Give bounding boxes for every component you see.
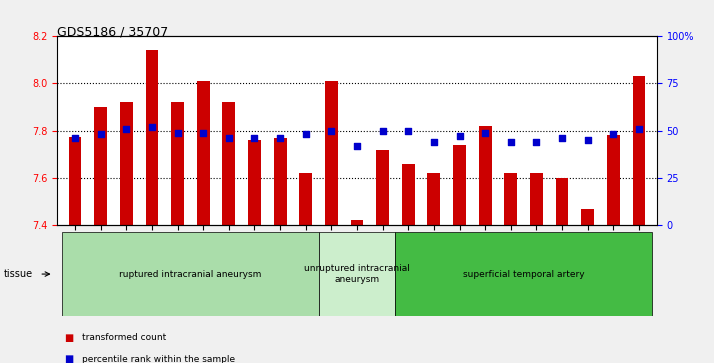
Point — [198, 130, 209, 135]
Text: percentile rank within the sample: percentile rank within the sample — [82, 355, 235, 363]
Text: unruptured intracranial
aneurysm: unruptured intracranial aneurysm — [304, 264, 410, 284]
Point — [172, 130, 183, 135]
Bar — [69, 136, 81, 225]
Point — [248, 135, 260, 141]
Bar — [555, 178, 568, 225]
Point — [403, 128, 414, 134]
Bar — [248, 140, 261, 225]
Bar — [396, 232, 652, 316]
Bar — [273, 138, 286, 225]
Text: ■: ■ — [64, 333, 74, 343]
Point — [633, 126, 645, 132]
Bar — [223, 102, 235, 225]
Bar — [62, 232, 318, 316]
Bar — [479, 126, 491, 225]
Bar — [146, 50, 159, 225]
Text: ruptured intracranial aneurysm: ruptured intracranial aneurysm — [119, 270, 261, 278]
Bar — [402, 164, 415, 225]
Bar — [633, 77, 645, 225]
Point — [223, 135, 235, 141]
Point — [531, 139, 542, 145]
Bar — [318, 232, 396, 316]
Bar — [376, 150, 389, 225]
Bar — [197, 81, 210, 225]
Point — [69, 135, 81, 141]
Bar — [453, 145, 466, 225]
Point — [274, 135, 286, 141]
Point — [300, 131, 311, 137]
Bar — [94, 107, 107, 225]
Point — [121, 126, 132, 132]
Bar — [171, 102, 184, 225]
Point — [454, 134, 466, 139]
Bar — [530, 173, 543, 225]
Point — [582, 137, 593, 143]
Bar — [581, 209, 594, 225]
Point — [479, 130, 491, 135]
Text: GDS5186 / 35707: GDS5186 / 35707 — [57, 25, 169, 38]
Bar — [504, 173, 517, 225]
Point — [377, 128, 388, 134]
Text: superficial temporal artery: superficial temporal artery — [463, 270, 585, 278]
Bar — [428, 173, 441, 225]
Bar — [120, 102, 133, 225]
Bar — [299, 173, 312, 225]
Text: tissue: tissue — [4, 269, 33, 279]
Point — [556, 135, 568, 141]
Bar — [325, 81, 338, 225]
Point — [351, 143, 363, 149]
Text: ■: ■ — [64, 354, 74, 363]
Bar — [607, 135, 620, 225]
Point — [505, 139, 516, 145]
Text: transformed count: transformed count — [82, 333, 166, 342]
Point — [608, 131, 619, 137]
Bar — [351, 220, 363, 225]
Point — [146, 124, 158, 130]
Point — [428, 139, 440, 145]
Point — [326, 128, 337, 134]
Point — [95, 131, 106, 137]
